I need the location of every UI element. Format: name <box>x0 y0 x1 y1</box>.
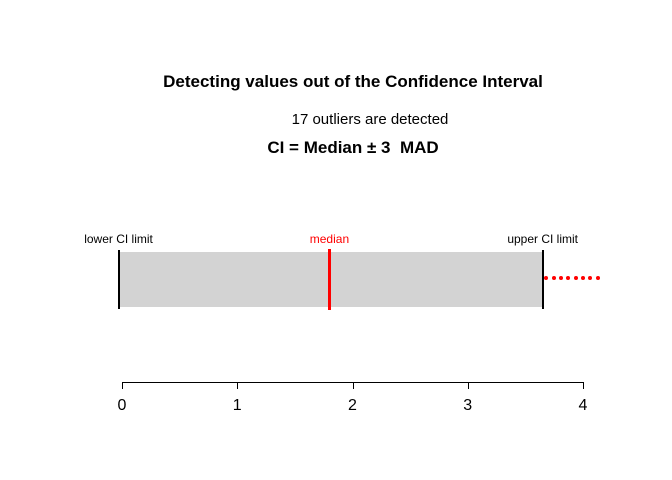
x-axis-tick-label: 2 <box>348 397 357 414</box>
outlier-dot <box>566 276 571 280</box>
outlier-dot <box>574 276 579 280</box>
median-label: median <box>309 232 350 246</box>
x-axis-tick-label: 3 <box>463 397 473 414</box>
x-axis-tick-label: 0 <box>117 397 127 414</box>
outlier-dot <box>595 276 600 280</box>
outlier-dot <box>559 276 564 280</box>
x-axis-tick <box>583 382 584 389</box>
outlier-dot <box>581 276 585 280</box>
chart-title: Detecting values out of the Confidence I… <box>163 72 543 91</box>
outlier-dot <box>544 276 549 280</box>
outlier-dot <box>587 276 592 280</box>
median-line <box>327 249 331 310</box>
x-axis-tick <box>237 382 239 389</box>
chart-subtitle: CI = Median ± 3 MAD <box>267 138 439 157</box>
upper-ci-label: upper CI limit <box>507 232 578 246</box>
x-axis-tick-label: 4 <box>578 397 588 414</box>
outlier-count-note: 17 outliers are detected <box>291 111 449 128</box>
x-axis-tick-label: 1 <box>232 397 242 414</box>
x-axis-tick <box>122 382 123 389</box>
x-axis-tick <box>467 382 469 389</box>
x-axis-tick <box>352 382 354 389</box>
chart-title-block: Detecting values out of the Confidence I… <box>163 27 543 181</box>
lower-ci-label: lower CI limit <box>84 232 153 246</box>
outlier-dot <box>552 276 557 280</box>
lower-ci-line <box>117 250 120 309</box>
upper-ci-line <box>541 250 544 309</box>
